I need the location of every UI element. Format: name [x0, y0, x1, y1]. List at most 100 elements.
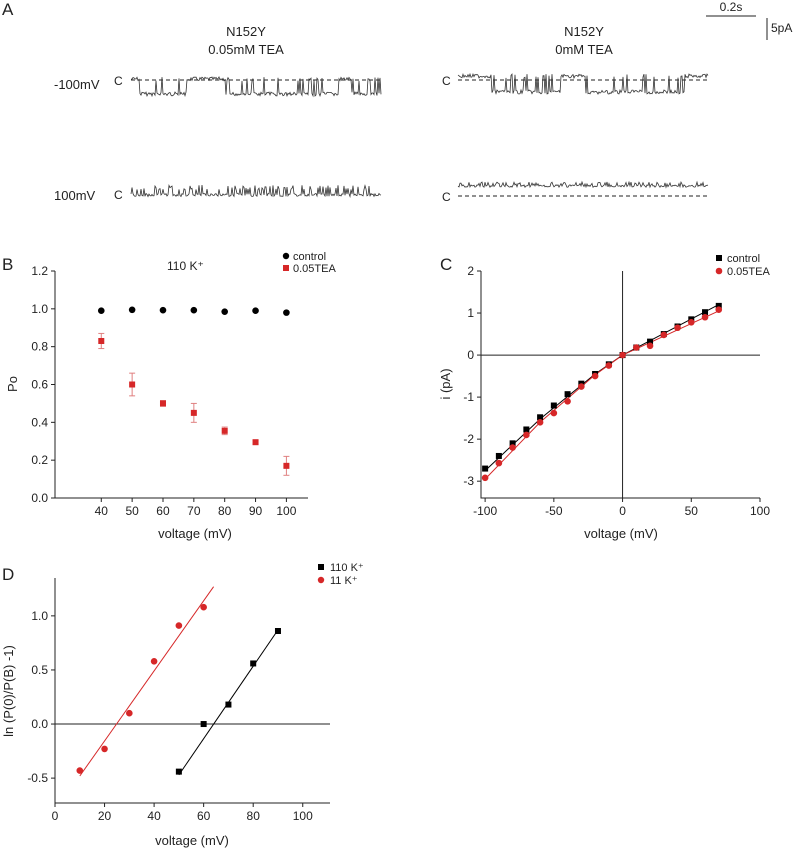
chart-b-legend: control 0.05TEA [282, 251, 336, 275]
data-point-control [550, 402, 557, 409]
closed-label-3: C [442, 74, 451, 88]
chart-c: -100 -50 0 50 100 -3 -2 -1 0 1 2 voltage (mV) i (p… [438, 253, 770, 541]
data-point-tea [129, 381, 136, 388]
chart-d-axes [54, 578, 330, 804]
chart-c-legend: control 0.05TEA [715, 253, 770, 278]
data-point-control [715, 302, 722, 309]
x-tick-label: 70 [187, 504, 201, 518]
chart-b-axes [54, 271, 308, 499]
fit-line-control [484, 304, 720, 472]
data-point-control [647, 338, 654, 345]
legend-marker-control [716, 255, 722, 261]
chart-d-ylabel: ln (P(0)/P(B) -1) [1, 645, 16, 737]
data-point-110k [200, 721, 207, 728]
data-point-control [509, 440, 516, 447]
chart-c-points [481, 302, 723, 482]
closed-label-4: C [442, 190, 451, 204]
x-tick-label: 0 [52, 809, 59, 823]
y-tick-label: -3 [463, 474, 474, 488]
x-tick-label: 50 [125, 504, 139, 518]
data-point-tea [523, 431, 530, 439]
y-tick-label: 0.6 [31, 378, 48, 392]
y-tick-label: 0.4 [31, 415, 48, 429]
current-trace-right-100 [457, 180, 709, 189]
chart-b-annotation: 110 K⁺ [167, 259, 204, 273]
y-tick-label: 1.0 [31, 302, 48, 316]
y-tick-label: 2 [467, 264, 474, 278]
x-tick-label: 50 [685, 504, 699, 518]
legend-marker-tea [715, 267, 723, 275]
panel-letter-a: A [2, 0, 14, 19]
y-tick-label: 0.0 [31, 717, 48, 731]
row-label-neg100: -100mV [54, 77, 100, 92]
chart-c-axes [480, 271, 760, 499]
y-tick-label: 1.2 [31, 264, 48, 278]
data-point-tea [633, 344, 640, 351]
current-trace-right-neg100 [457, 72, 709, 95]
data-point-11k [126, 709, 133, 717]
data-point-control [564, 391, 571, 398]
y-tick-label: 0.8 [31, 340, 48, 354]
data-point-control [523, 426, 530, 433]
data-point-control [97, 307, 105, 315]
data-point-tea [660, 331, 668, 339]
legend-marker-110k [318, 564, 324, 570]
data-point-tea [159, 400, 166, 407]
data-point-110k [175, 768, 182, 775]
x-tick-label: 20 [98, 809, 112, 823]
data-point-tea [591, 372, 599, 380]
fit-line-11k [79, 586, 215, 777]
data-point-control [482, 465, 489, 472]
chart-d-legend: 110 K⁺ 11 K⁺ [317, 562, 364, 587]
x-tick-label: 100 [750, 504, 770, 518]
data-point-tea [283, 462, 290, 469]
data-point-11k [175, 622, 183, 629]
current-trace-left-100 [130, 184, 382, 198]
chart-c-ticks: -100 -50 0 50 100 -3 -2 -1 0 1 2 [463, 264, 770, 518]
data-point-tea [701, 313, 709, 321]
legend-label-tea: 0.05TEA [727, 266, 770, 278]
x-tick-label: 80 [247, 809, 261, 823]
chart-c-axis-frame [480, 271, 760, 499]
chart-b-ticks: 40 50 60 70 80 90 100 0.0 0.2 0.4 0.6 0.8 1.0 1.2 [31, 264, 296, 518]
closed-label-1: C [114, 74, 123, 88]
chart-d-fit-lines [55, 586, 330, 777]
data-point-control [159, 306, 167, 314]
scale-bar-current-label: 5pA [771, 21, 792, 35]
chart-b-ylabel: Po [5, 376, 20, 392]
legend-marker-11k [317, 576, 325, 584]
y-tick-label: 1 [467, 306, 474, 320]
y-tick-label: -2 [463, 432, 474, 446]
x-tick-label: 40 [147, 809, 161, 823]
data-point-tea [190, 409, 197, 416]
data-point-tea [495, 459, 503, 467]
data-point-tea [509, 444, 516, 451]
x-tick-label: 60 [156, 504, 170, 518]
legend-marker-tea [283, 265, 289, 271]
data-point-tea [564, 398, 571, 405]
chart-b: 40 50 60 70 80 90 100 0.0 0.2 0.4 0.6 0.8 1.0 1.2 110… [5, 251, 336, 541]
chart-d-ticks: 0 20 40 60 80 100 -0.5 0.0 0.5 1.0 [27, 609, 313, 823]
left-trace-title-line1: N152Y [226, 24, 266, 39]
panel-letter-b: B [2, 255, 13, 274]
data-point-control [252, 307, 259, 315]
chart-d: 0 20 40 60 80 100 -0.5 0.0 0.5 1.0 voltage (mV) l… [1, 562, 364, 848]
right-trace-title-line2: 0mM TEA [555, 42, 613, 57]
panel-letter-c: C [440, 255, 452, 274]
data-point-tea [252, 439, 259, 446]
chart-c-xlabel: voltage (mV) [584, 526, 658, 541]
legend-label-tea: 0.05TEA [293, 263, 336, 275]
x-tick-label: -100 [473, 504, 497, 518]
fit-line-tea [484, 310, 720, 480]
data-point-tea [481, 474, 489, 482]
data-point-tea [98, 337, 105, 344]
x-tick-label: 100 [276, 504, 296, 518]
legend-label-control: control [293, 251, 326, 263]
data-point-tea [619, 351, 626, 359]
left-trace-title-line2: 0.05mM TEA [208, 42, 284, 57]
data-point-tea [536, 419, 544, 426]
current-trace-left-neg100 [130, 76, 382, 98]
panel-letter-d: D [2, 565, 14, 584]
data-point-tea [715, 306, 723, 313]
